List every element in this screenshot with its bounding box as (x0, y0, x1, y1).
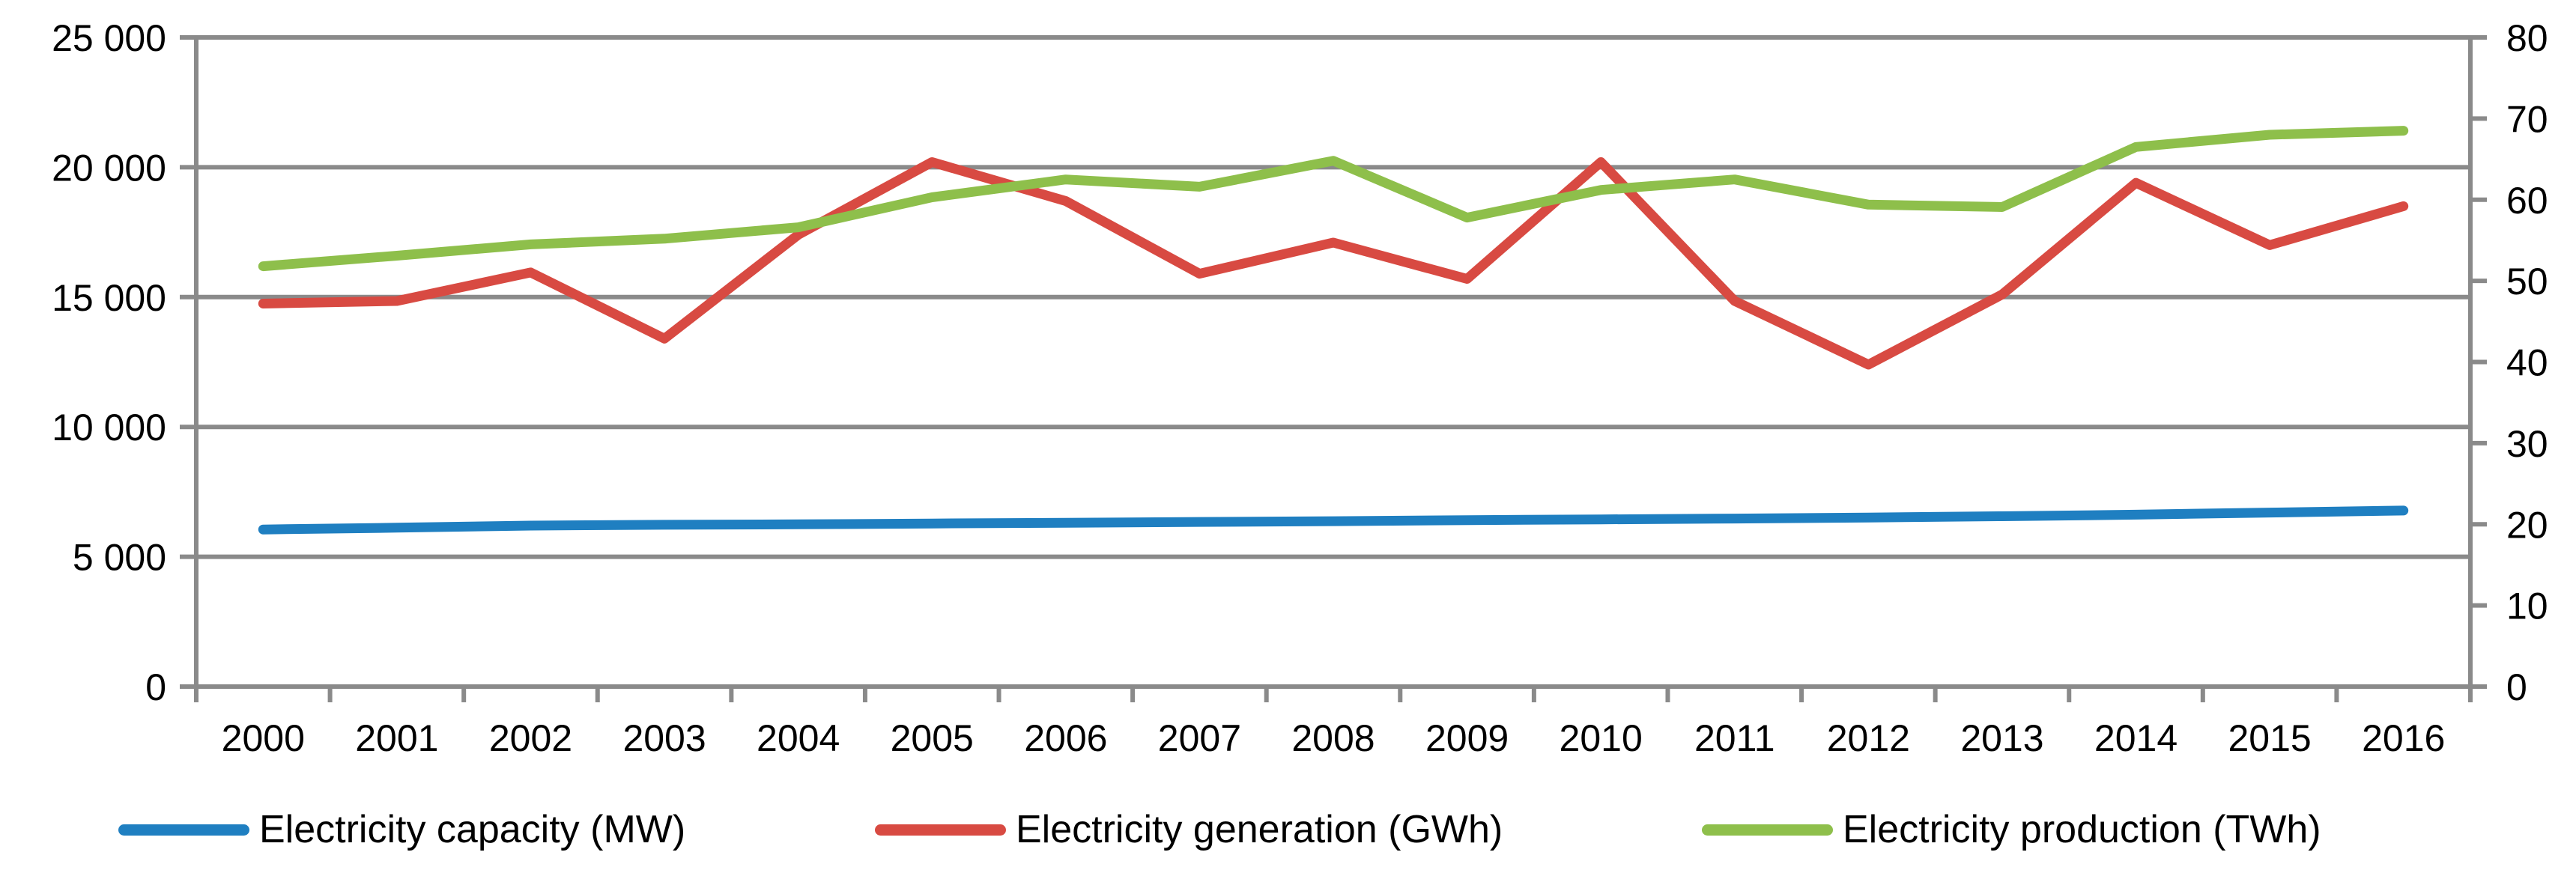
right-axis-tick-label: 40 (2506, 342, 2548, 384)
x-axis-year-label: 2011 (1694, 717, 1775, 759)
x-axis-year-label: 2007 (1158, 717, 1241, 759)
series-lines (258, 126, 2409, 535)
x-axis-year-label: 2002 (489, 717, 572, 759)
left-axis-tick-label: 0 (145, 666, 166, 708)
x-axis-year-label: 2014 (2094, 717, 2178, 759)
generation-line-swatch (875, 824, 1006, 836)
x-axis-labels: 2000 2001 2002 2003 2004 2005 2006 2007 2008 2009… (222, 717, 2446, 759)
gridlines (180, 35, 2470, 559)
x-axis-year-label: 2000 (222, 717, 305, 759)
series-line-2 (258, 126, 2409, 272)
x-axis-year-label: 2004 (757, 717, 840, 759)
axes (180, 37, 2487, 689)
x-axis-year-label: 2015 (2228, 717, 2312, 759)
right-axis-labels: 80 70 60 50 40 30 20 10 0 (2506, 17, 2548, 708)
right-axis-ticks (2470, 35, 2487, 608)
legend-label-production: Electricity production (TWh) (1843, 808, 2321, 851)
x-axis-year-label: 2001 (355, 717, 438, 759)
left-axis-tick-label: 15 000 (52, 277, 166, 319)
left-axis-tick-label: 25 000 (52, 17, 166, 59)
right-axis-tick-label: 60 (2506, 180, 2548, 222)
x-axis-year-label: 2006 (1024, 717, 1107, 759)
legend-item-generation: Electricity generation (GWh) (875, 807, 1503, 852)
x-axis-year-label: 2012 (1827, 717, 1910, 759)
right-axis-tick-label: 70 (2506, 98, 2548, 140)
right-axis-tick-label: 50 (2506, 261, 2548, 302)
x-axis-year-label: 2008 (1291, 717, 1375, 759)
x-axis-year-label: 2009 (1425, 717, 1509, 759)
series-line-0 (258, 505, 2409, 535)
production-line-swatch (1702, 824, 1833, 836)
capacity-line-swatch (118, 824, 249, 836)
legend-label-capacity: Electricity capacity (MW) (259, 808, 686, 851)
x-axis-year-label: 2013 (1960, 717, 2043, 759)
left-axis-tick-label: 5 000 (73, 537, 166, 579)
left-axis-labels: 25 000 20 000 15 000 10 000 5 000 0 (52, 17, 166, 708)
right-axis-tick-label: 0 (2506, 666, 2527, 708)
right-axis-tick-label: 10 (2506, 586, 2548, 627)
legend-label-generation: Electricity generation (GWh) (1016, 808, 1503, 851)
x-axis-ticks (194, 687, 2473, 702)
right-axis-tick-label: 20 (2506, 504, 2548, 546)
right-axis-tick-label: 30 (2506, 423, 2548, 465)
series-line-1 (258, 157, 2409, 370)
x-axis-year-label: 2005 (891, 717, 974, 759)
right-axis-tick-label: 80 (2506, 17, 2548, 59)
legend-item-capacity: Electricity capacity (MW) (118, 807, 685, 852)
legend-item-production: Electricity production (TWh) (1702, 807, 2321, 852)
left-axis-tick-label: 10 000 (52, 407, 166, 448)
left-axis-tick-label: 20 000 (52, 147, 166, 189)
x-axis-year-label: 2010 (1560, 717, 1643, 759)
x-axis-year-label: 2016 (2362, 717, 2445, 759)
x-axis-year-label: 2003 (622, 717, 706, 759)
